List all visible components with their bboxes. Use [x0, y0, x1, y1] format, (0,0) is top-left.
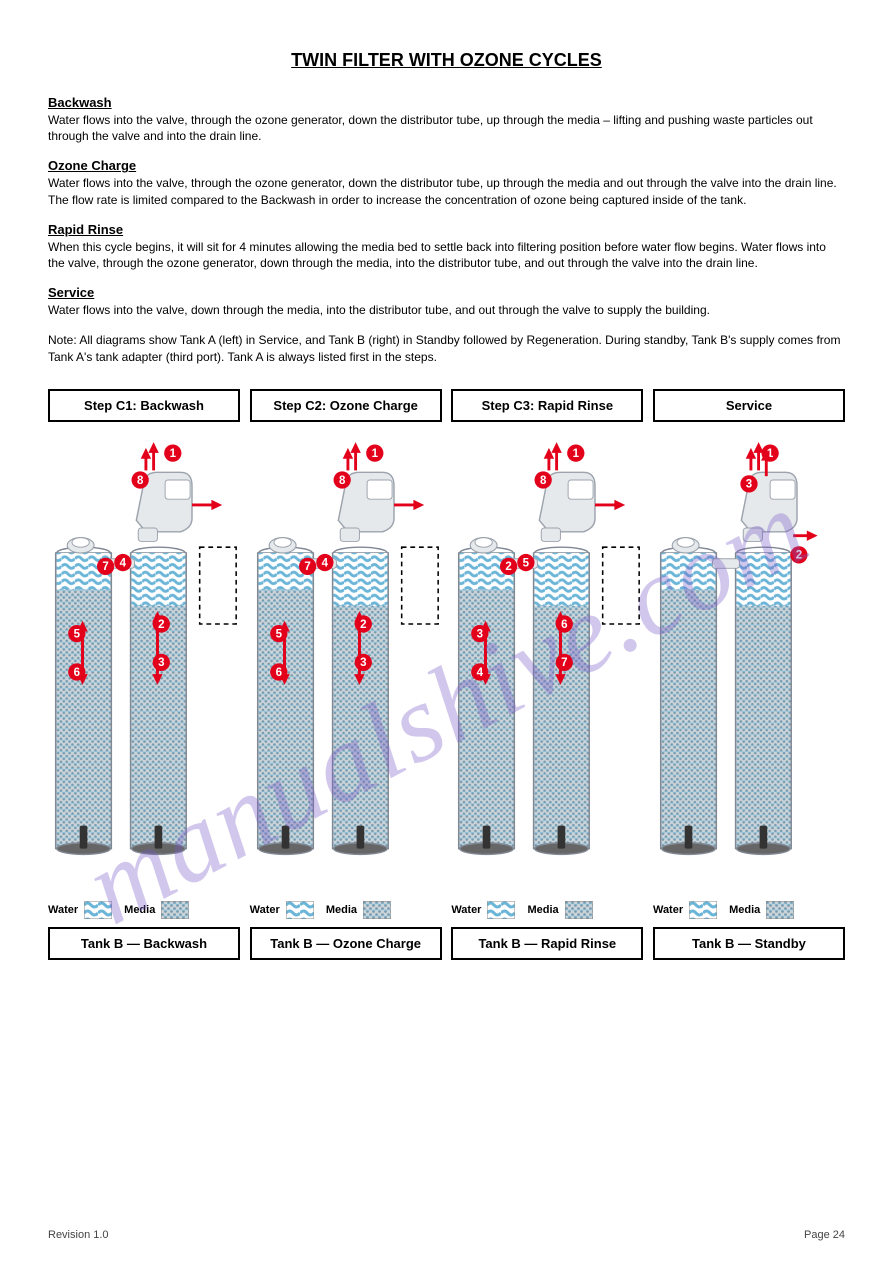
- page-root: TWIN FILTER WITH OZONE CYCLES Backwash W…: [0, 0, 893, 980]
- phase-label: Rapid Rinse: [48, 222, 845, 237]
- legend-media-label: Media: [326, 904, 357, 916]
- legend: Water Media: [451, 901, 643, 919]
- diagram-column: Step C2: Ozone Charge: [250, 389, 442, 961]
- svg-text:3: 3: [477, 628, 483, 640]
- column-top-label: Step C1: Backwash: [48, 389, 240, 422]
- page-title: TWIN FILTER WITH OZONE CYCLES: [48, 50, 845, 71]
- svg-text:7: 7: [304, 561, 310, 573]
- diagram-column: Step C1: Backwash: [48, 389, 240, 961]
- svg-text:8: 8: [137, 475, 144, 487]
- svg-text:8: 8: [339, 475, 346, 487]
- footer-left: Revision 1.0: [48, 1229, 109, 1241]
- svg-text:3: 3: [360, 657, 366, 669]
- legend: Water Media: [48, 901, 240, 919]
- svg-text:6: 6: [561, 619, 567, 631]
- column-bottom-label: Tank B — Standby: [653, 927, 845, 960]
- phase-desc: Water flows into the valve, down through…: [48, 303, 710, 317]
- phase-desc: When this cycle begins, it will sit for …: [48, 240, 826, 270]
- svg-text:7: 7: [102, 561, 108, 573]
- twin-tank-diagram: 1 8 4 7 5 6 2 3: [48, 432, 240, 893]
- phase-desc: Water flows into the valve, through the …: [48, 113, 813, 143]
- svg-text:2: 2: [796, 549, 802, 561]
- svg-text:1: 1: [170, 448, 177, 460]
- svg-text:4: 4: [477, 667, 484, 679]
- svg-text:3: 3: [158, 657, 164, 669]
- svg-text:1: 1: [371, 448, 378, 460]
- svg-text:7: 7: [561, 657, 567, 669]
- phase-rapid-rinse: Rapid Rinse When this cycle begins, it w…: [48, 222, 845, 271]
- column-top-label: Step C3: Rapid Rinse: [451, 389, 643, 422]
- twin-tank-diagram: 1 8 5 2 3 4 6 7: [451, 432, 643, 893]
- column-bottom-label: Tank B — Backwash: [48, 927, 240, 960]
- diagram-column: Step C3: Rapid Rinse: [451, 389, 643, 961]
- svg-text:6: 6: [74, 667, 80, 679]
- phase-ozone-charge: Ozone Charge Water flows into the valve,…: [48, 158, 845, 207]
- svg-text:1: 1: [573, 448, 580, 460]
- svg-text:6: 6: [275, 667, 281, 679]
- svg-text:8: 8: [540, 475, 547, 487]
- phase-label: Service: [48, 285, 845, 300]
- phase-service: Service Water flows into the valve, down…: [48, 285, 845, 318]
- svg-text:2: 2: [158, 619, 164, 631]
- legend: Water Media: [653, 901, 845, 919]
- column-top-label: Service: [653, 389, 845, 422]
- column-bottom-label: Tank B — Ozone Charge: [250, 927, 442, 960]
- legend-media-label: Media: [124, 904, 155, 916]
- legend-water-label: Water: [48, 904, 78, 916]
- legend-water-label: Water: [451, 904, 481, 916]
- phase-label: Backwash: [48, 95, 845, 110]
- svg-text:5: 5: [275, 628, 282, 640]
- svg-text:2: 2: [506, 561, 512, 573]
- footer-bar: Revision 1.0 Page 24: [48, 1229, 845, 1241]
- diagram-column: Service: [653, 389, 845, 961]
- legend-water-label: Water: [653, 904, 683, 916]
- legend-media-label: Media: [527, 904, 558, 916]
- legend-media-label: Media: [729, 904, 760, 916]
- column-top-label: Step C2: Ozone Charge: [250, 389, 442, 422]
- diagram-row: Step C1: Backwash: [48, 389, 845, 961]
- svg-text:5: 5: [523, 557, 530, 569]
- phase-label: Ozone Charge: [48, 158, 845, 173]
- svg-text:2: 2: [360, 619, 366, 631]
- twin-tank-diagram: 1 3 2: [653, 432, 845, 893]
- legend-water-label: Water: [250, 904, 280, 916]
- svg-text:4: 4: [321, 557, 328, 569]
- legend: Water Media: [250, 901, 442, 919]
- footer-right: Page 24: [804, 1229, 845, 1241]
- column-bottom-label: Tank B — Rapid Rinse: [451, 927, 643, 960]
- svg-text:5: 5: [74, 628, 81, 640]
- diagram-note: Note: All diagrams show Tank A (left) in…: [48, 332, 845, 364]
- phase-backwash: Backwash Water flows into the valve, thr…: [48, 95, 845, 144]
- twin-tank-diagram: 1 8 4 7 5 6 2 3: [250, 432, 442, 893]
- svg-text:4: 4: [120, 557, 127, 569]
- phase-desc: Water flows into the valve, through the …: [48, 176, 837, 206]
- svg-text:3: 3: [746, 478, 752, 490]
